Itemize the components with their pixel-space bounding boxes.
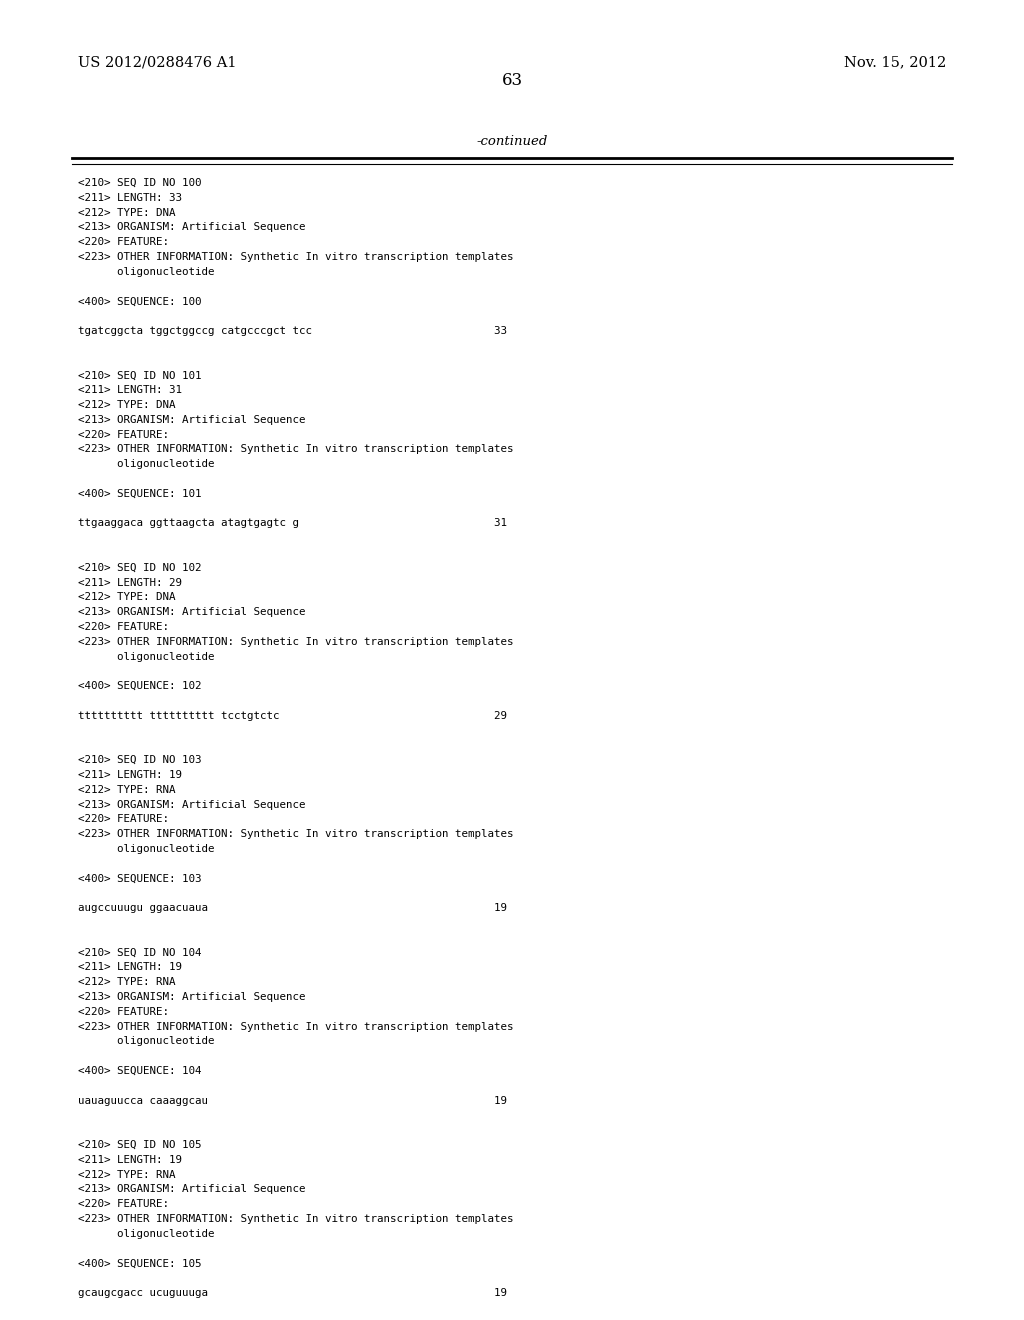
Text: uauaguucca caaaggcau                                            19: uauaguucca caaaggcau 19 xyxy=(78,1096,507,1106)
Text: <211> LENGTH: 33: <211> LENGTH: 33 xyxy=(78,193,182,203)
Text: <220> FEATURE:: <220> FEATURE: xyxy=(78,814,169,825)
Text: <213> ORGANISM: Artificial Sequence: <213> ORGANISM: Artificial Sequence xyxy=(78,222,305,232)
Text: US 2012/0288476 A1: US 2012/0288476 A1 xyxy=(78,55,237,69)
Text: <400> SEQUENCE: 100: <400> SEQUENCE: 100 xyxy=(78,297,202,306)
Text: <220> FEATURE:: <220> FEATURE: xyxy=(78,238,169,247)
Text: <213> ORGANISM: Artificial Sequence: <213> ORGANISM: Artificial Sequence xyxy=(78,607,305,618)
Text: <400> SEQUENCE: 103: <400> SEQUENCE: 103 xyxy=(78,874,202,883)
Text: oligonucleotide: oligonucleotide xyxy=(78,652,214,661)
Text: <213> ORGANISM: Artificial Sequence: <213> ORGANISM: Artificial Sequence xyxy=(78,993,305,1002)
Text: ttgaaggaca ggttaagcta atagtgagtc g                              31: ttgaaggaca ggttaagcta atagtgagtc g 31 xyxy=(78,519,507,528)
Text: <213> ORGANISM: Artificial Sequence: <213> ORGANISM: Artificial Sequence xyxy=(78,800,305,809)
Text: <400> SEQUENCE: 101: <400> SEQUENCE: 101 xyxy=(78,488,202,499)
Text: <210> SEQ ID NO 100: <210> SEQ ID NO 100 xyxy=(78,178,202,187)
Text: oligonucleotide: oligonucleotide xyxy=(78,267,214,277)
Text: <220> FEATURE:: <220> FEATURE: xyxy=(78,622,169,632)
Text: <223> OTHER INFORMATION: Synthetic In vitro transcription templates: <223> OTHER INFORMATION: Synthetic In vi… xyxy=(78,1214,513,1224)
Text: <210> SEQ ID NO 101: <210> SEQ ID NO 101 xyxy=(78,371,202,380)
Text: <210> SEQ ID NO 102: <210> SEQ ID NO 102 xyxy=(78,562,202,573)
Text: <212> TYPE: DNA: <212> TYPE: DNA xyxy=(78,400,175,411)
Text: <211> LENGTH: 31: <211> LENGTH: 31 xyxy=(78,385,182,395)
Text: <220> FEATURE:: <220> FEATURE: xyxy=(78,429,169,440)
Text: <213> ORGANISM: Artificial Sequence: <213> ORGANISM: Artificial Sequence xyxy=(78,414,305,425)
Text: oligonucleotide: oligonucleotide xyxy=(78,1036,214,1047)
Text: tttttttttt tttttttttt tcctgtctc                                 29: tttttttttt tttttttttt tcctgtctc 29 xyxy=(78,710,507,721)
Text: <210> SEQ ID NO 105: <210> SEQ ID NO 105 xyxy=(78,1140,202,1150)
Text: 63: 63 xyxy=(502,73,522,88)
Text: <212> TYPE: DNA: <212> TYPE: DNA xyxy=(78,593,175,602)
Text: -continued: -continued xyxy=(476,135,548,148)
Text: <211> LENGTH: 29: <211> LENGTH: 29 xyxy=(78,578,182,587)
Text: <211> LENGTH: 19: <211> LENGTH: 19 xyxy=(78,770,182,780)
Text: <223> OTHER INFORMATION: Synthetic In vitro transcription templates: <223> OTHER INFORMATION: Synthetic In vi… xyxy=(78,1022,513,1032)
Text: <212> TYPE: DNA: <212> TYPE: DNA xyxy=(78,207,175,218)
Text: <220> FEATURE:: <220> FEATURE: xyxy=(78,1199,169,1209)
Text: <212> TYPE: RNA: <212> TYPE: RNA xyxy=(78,1170,175,1180)
Text: <400> SEQUENCE: 102: <400> SEQUENCE: 102 xyxy=(78,681,202,692)
Text: <212> TYPE: RNA: <212> TYPE: RNA xyxy=(78,977,175,987)
Text: <223> OTHER INFORMATION: Synthetic In vitro transcription templates: <223> OTHER INFORMATION: Synthetic In vi… xyxy=(78,252,513,261)
Text: oligonucleotide: oligonucleotide xyxy=(78,1229,214,1238)
Text: <210> SEQ ID NO 103: <210> SEQ ID NO 103 xyxy=(78,755,202,766)
Text: gcaugcgacc ucuguuuga                                            19: gcaugcgacc ucuguuuga 19 xyxy=(78,1288,507,1298)
Text: <223> OTHER INFORMATION: Synthetic In vitro transcription templates: <223> OTHER INFORMATION: Synthetic In vi… xyxy=(78,829,513,840)
Text: <223> OTHER INFORMATION: Synthetic In vitro transcription templates: <223> OTHER INFORMATION: Synthetic In vi… xyxy=(78,445,513,454)
Text: <223> OTHER INFORMATION: Synthetic In vitro transcription templates: <223> OTHER INFORMATION: Synthetic In vi… xyxy=(78,636,513,647)
Text: <400> SEQUENCE: 105: <400> SEQUENCE: 105 xyxy=(78,1258,202,1269)
Text: <211> LENGTH: 19: <211> LENGTH: 19 xyxy=(78,962,182,973)
Text: oligonucleotide: oligonucleotide xyxy=(78,843,214,854)
Text: <211> LENGTH: 19: <211> LENGTH: 19 xyxy=(78,1155,182,1164)
Text: <220> FEATURE:: <220> FEATURE: xyxy=(78,1007,169,1016)
Text: <400> SEQUENCE: 104: <400> SEQUENCE: 104 xyxy=(78,1067,202,1076)
Text: tgatcggcta tggctggccg catgcccgct tcc                            33: tgatcggcta tggctggccg catgcccgct tcc 33 xyxy=(78,326,507,337)
Text: Nov. 15, 2012: Nov. 15, 2012 xyxy=(844,55,946,69)
Text: <210> SEQ ID NO 104: <210> SEQ ID NO 104 xyxy=(78,948,202,957)
Text: oligonucleotide: oligonucleotide xyxy=(78,459,214,469)
Text: <212> TYPE: RNA: <212> TYPE: RNA xyxy=(78,785,175,795)
Text: <213> ORGANISM: Artificial Sequence: <213> ORGANISM: Artificial Sequence xyxy=(78,1184,305,1195)
Text: augccuuugu ggaacuaua                                            19: augccuuugu ggaacuaua 19 xyxy=(78,903,507,913)
